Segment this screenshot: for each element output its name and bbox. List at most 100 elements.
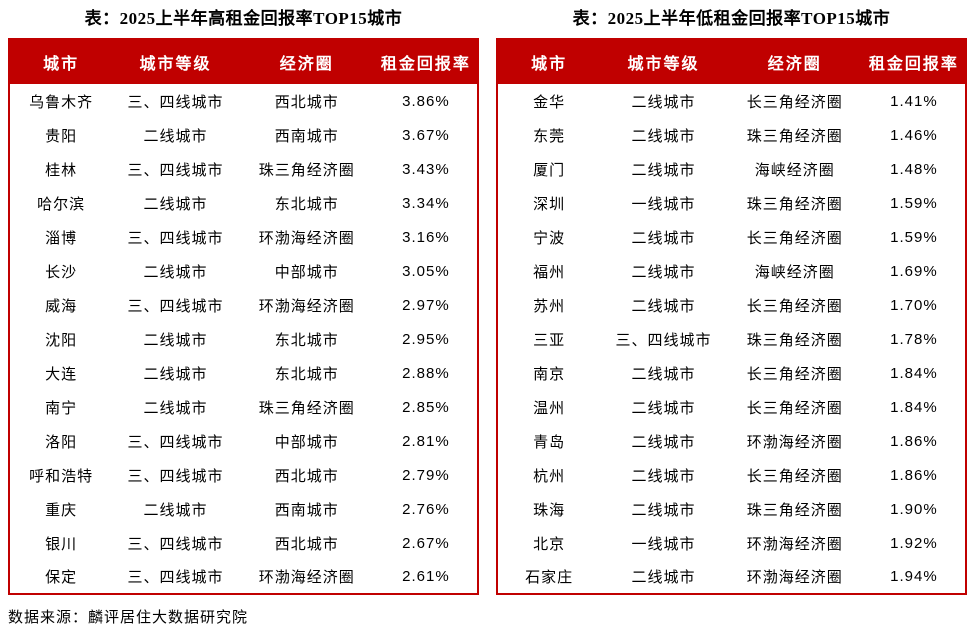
- low-yield-table-title: 表：2025上半年低租金回报率TOP15城市: [572, 9, 891, 28]
- region-cell: 西南城市: [274, 128, 339, 145]
- table-row: 深圳 一线城市 珠三角经济圈 1.59%: [497, 186, 966, 220]
- high-yield-table-title: 表：2025上半年高租金回报率TOP15城市: [84, 9, 403, 28]
- yield-cell: 2.95%: [402, 330, 450, 348]
- tier-cell: 三、四线城市: [615, 332, 712, 349]
- tier-cell: 二线城市: [143, 196, 208, 213]
- yield-cell: 2.97%: [402, 296, 450, 314]
- yield-cell: 2.67%: [402, 534, 450, 552]
- high-yield-table-header: 城市 城市等级 经济圈 租金回报率: [9, 39, 478, 84]
- column-header-tier: 城市等级: [112, 39, 239, 84]
- city-cell: 沈阳: [45, 332, 78, 349]
- tier-cell: 二线城市: [631, 366, 696, 383]
- column-header-tier: 城市等级: [600, 39, 727, 84]
- city-cell: 长沙: [45, 264, 78, 281]
- table-row: 宁波 二线城市 长三角经济圈 1.59%: [497, 220, 966, 254]
- region-cell: 珠三角经济圈: [746, 128, 843, 145]
- tier-cell: 二线城市: [631, 162, 696, 179]
- region-cell: 长三角经济圈: [746, 230, 843, 247]
- yield-cell: 1.59%: [890, 194, 938, 212]
- region-cell: 西北城市: [274, 536, 339, 553]
- city-cell: 威海: [45, 298, 78, 315]
- city-cell: 呼和浩特: [29, 468, 94, 485]
- region-cell: 珠三角经济圈: [746, 502, 843, 519]
- region-cell: 海峡经济圈: [754, 162, 835, 179]
- city-cell: 桂林: [45, 162, 78, 179]
- tier-cell: 二线城市: [631, 502, 696, 519]
- table-row: 洛阳 三、四线城市 中部城市 2.81%: [9, 424, 478, 458]
- region-cell: 环渤海经济圈: [746, 434, 843, 451]
- city-cell: 大连: [45, 366, 78, 383]
- region-cell: 海峡经济圈: [754, 264, 835, 281]
- yield-cell: 3.34%: [402, 194, 450, 212]
- tier-cell: 二线城市: [631, 298, 696, 315]
- table-row: 杭州 二线城市 长三角经济圈 1.86%: [497, 458, 966, 492]
- city-cell: 三亚: [533, 332, 566, 349]
- tier-cell: 三、四线城市: [127, 162, 224, 179]
- region-cell: 中部城市: [274, 434, 339, 451]
- tier-cell: 二线城市: [631, 468, 696, 485]
- tier-cell: 二线城市: [631, 434, 696, 451]
- yield-cell: 2.85%: [402, 398, 450, 416]
- column-header-yield: 租金回报率: [374, 39, 478, 84]
- column-header-city: 城市: [497, 39, 601, 84]
- table-row: 哈尔滨 二线城市 东北城市 3.34%: [9, 186, 478, 220]
- city-cell: 宁波: [533, 230, 566, 247]
- tier-cell: 二线城市: [631, 264, 696, 281]
- tier-cell: 三、四线城市: [127, 298, 224, 315]
- table-row: 南宁 二线城市 珠三角经济圈 2.85%: [9, 390, 478, 424]
- tier-cell: 三、四线城市: [127, 468, 224, 485]
- region-cell: 长三角经济圈: [746, 400, 843, 417]
- yield-cell: 1.59%: [890, 228, 938, 246]
- low-yield-table-section: 表：2025上半年低租金回报率TOP15城市 城市 城市等级 经济圈 租金回报率 金华…: [496, 4, 967, 595]
- yield-cell: 1.78%: [890, 330, 938, 348]
- yield-cell: 1.86%: [890, 466, 938, 484]
- column-header-city: 城市: [9, 39, 113, 84]
- region-cell: 珠三角经济圈: [258, 400, 355, 417]
- city-cell: 厦门: [533, 162, 566, 179]
- yield-cell: 1.94%: [890, 568, 938, 585]
- tier-cell: 三、四线城市: [127, 570, 224, 586]
- low-yield-table: 城市 城市等级 经济圈 租金回报率 金华 二线城市 长三角经济圈 1.41% 东莞 二线城市 珠三…: [496, 38, 967, 595]
- city-cell: 青岛: [533, 434, 566, 451]
- city-cell: 乌鲁木齐: [29, 94, 94, 111]
- region-cell: 环渤海经济圈: [746, 536, 843, 553]
- yield-cell: 3.86%: [402, 92, 450, 110]
- region-cell: 长三角经济圈: [746, 94, 843, 111]
- city-cell: 苏州: [533, 298, 566, 315]
- yield-cell: 1.84%: [890, 398, 938, 416]
- table-row: 大连 二线城市 东北城市 2.88%: [9, 356, 478, 390]
- tier-cell: 二线城市: [143, 400, 208, 417]
- table-row: 金华 二线城市 长三角经济圈 1.41%: [497, 84, 966, 118]
- region-cell: 西北城市: [274, 468, 339, 485]
- table-row: 呼和浩特 三、四线城市 西北城市 2.79%: [9, 458, 478, 492]
- table-row: 重庆 二线城市 西南城市 2.76%: [9, 492, 478, 526]
- city-cell: 淄博: [45, 230, 78, 247]
- yield-cell: 3.67%: [402, 126, 450, 144]
- tier-cell: 二线城市: [143, 502, 208, 519]
- high-yield-table-body: 乌鲁木齐 三、四线城市 西北城市 3.86% 贵阳 二线城市 西南城市 3.67% 桂林 三、四线…: [9, 84, 478, 594]
- table-row: 长沙 二线城市 中部城市 3.05%: [9, 254, 478, 288]
- table-row: 福州 二线城市 海峡经济圈 1.69%: [497, 254, 966, 288]
- city-cell: 金华: [533, 94, 566, 111]
- yield-cell: 1.90%: [890, 500, 938, 518]
- table-row: 石家庄 二线城市 环渤海经济圈 1.94%: [497, 560, 966, 594]
- tier-cell: 三、四线城市: [127, 230, 224, 247]
- data-source-note: 数据来源：麟评居住大数据研究院: [8, 610, 249, 626]
- region-cell: 环渤海经济圈: [258, 298, 355, 315]
- city-cell: 贵阳: [45, 128, 78, 145]
- region-cell: 西南城市: [274, 502, 339, 519]
- tier-cell: 二线城市: [631, 94, 696, 111]
- tier-cell: 二线城市: [631, 570, 696, 586]
- yield-cell: 1.84%: [890, 364, 938, 382]
- region-cell: 长三角经济圈: [746, 366, 843, 383]
- yield-cell: 1.46%: [890, 126, 938, 144]
- yield-cell: 1.41%: [890, 92, 938, 110]
- city-cell: 福州: [533, 264, 566, 281]
- column-header-region: 经济圈: [238, 39, 375, 84]
- tier-cell: 二线城市: [631, 128, 696, 145]
- yield-cell: 2.88%: [402, 364, 450, 382]
- yield-cell: 1.86%: [890, 432, 938, 450]
- low-yield-table-header: 城市 城市等级 经济圈 租金回报率: [497, 39, 966, 84]
- yield-cell: 1.69%: [890, 262, 938, 280]
- region-cell: 中部城市: [274, 264, 339, 281]
